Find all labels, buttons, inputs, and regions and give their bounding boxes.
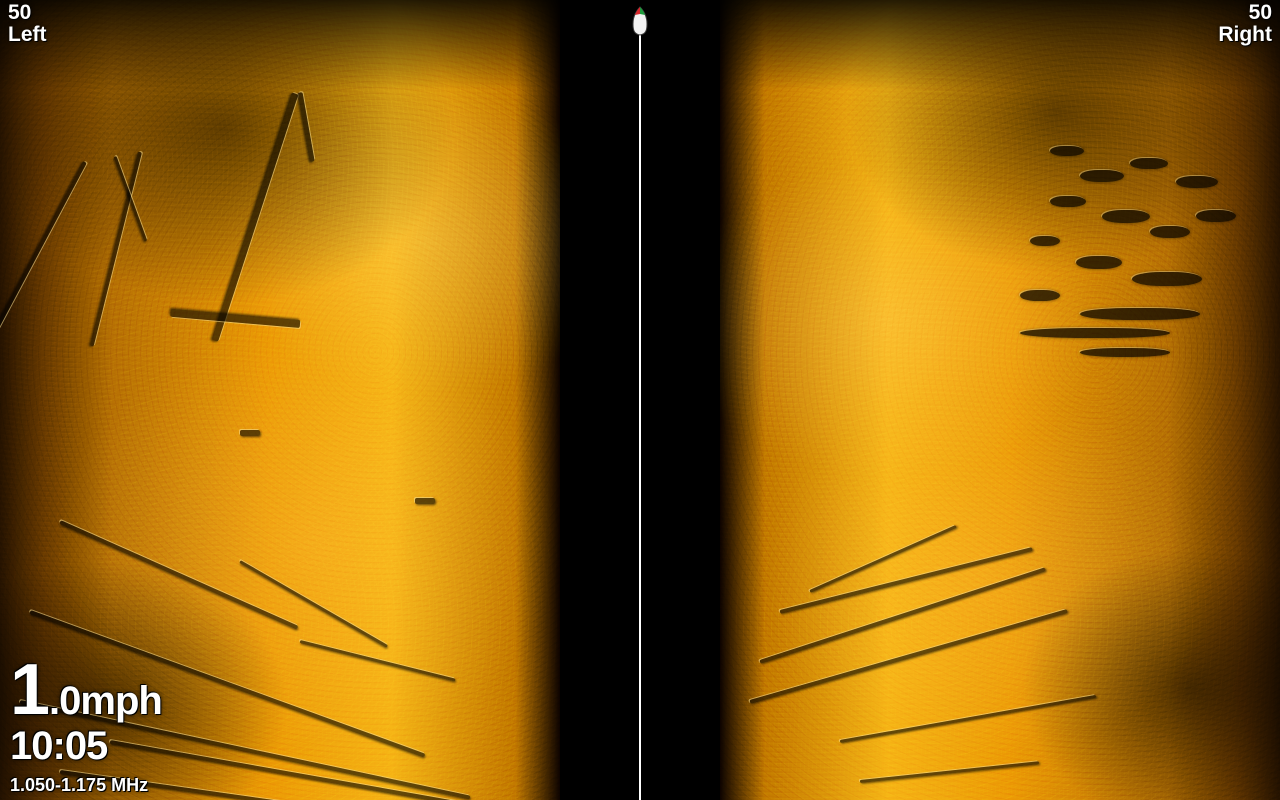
range-right-value: 50 <box>1218 2 1272 24</box>
water-column-left <box>560 0 640 800</box>
fish-return <box>1030 236 1060 246</box>
range-left: 50 Left <box>8 2 47 46</box>
fish-return <box>1050 146 1084 156</box>
sonar-right-pane <box>720 0 1280 800</box>
water-column-right <box>640 0 720 800</box>
fish-return <box>1102 210 1150 223</box>
fish-return <box>1020 328 1170 338</box>
clock-readout: 10:05 <box>10 724 162 769</box>
fish-return <box>1080 170 1124 182</box>
fish-return <box>1176 176 1218 188</box>
status-stack: 1.0mph 10:05 1.050-1.175 MHz <box>10 662 162 796</box>
fish-return <box>1150 226 1190 238</box>
sonar-right-grain <box>720 0 1280 800</box>
sonar-screen: 50 Left 50 Right 1.0mph 10:05 1.050-1.17… <box>0 0 1280 800</box>
fish-return <box>1080 308 1200 320</box>
boat-icon <box>630 6 650 41</box>
speed-readout: 1.0mph <box>10 662 162 720</box>
range-left-label: Left <box>8 24 47 46</box>
centerline <box>639 30 641 800</box>
frequency-readout: 1.050-1.175 MHz <box>10 775 162 796</box>
speed-int: 1 <box>10 662 49 720</box>
sonar-right-vignette <box>720 0 1280 90</box>
range-right-label: Right <box>1218 24 1272 46</box>
fish-return <box>1050 196 1086 207</box>
bottom-structure-streak <box>240 430 260 436</box>
fish-return <box>1196 210 1236 222</box>
range-left-value: 50 <box>8 2 47 24</box>
fish-return <box>1132 272 1202 286</box>
sonar-left-vignette <box>0 0 560 90</box>
fish-return <box>1076 256 1122 269</box>
fish-return <box>1130 158 1168 169</box>
range-right: 50 Right <box>1218 2 1272 46</box>
bottom-structure-streak <box>415 498 435 504</box>
fish-return <box>1020 290 1060 301</box>
speed-rest: .0mph <box>49 679 162 723</box>
fish-return <box>1080 348 1170 357</box>
